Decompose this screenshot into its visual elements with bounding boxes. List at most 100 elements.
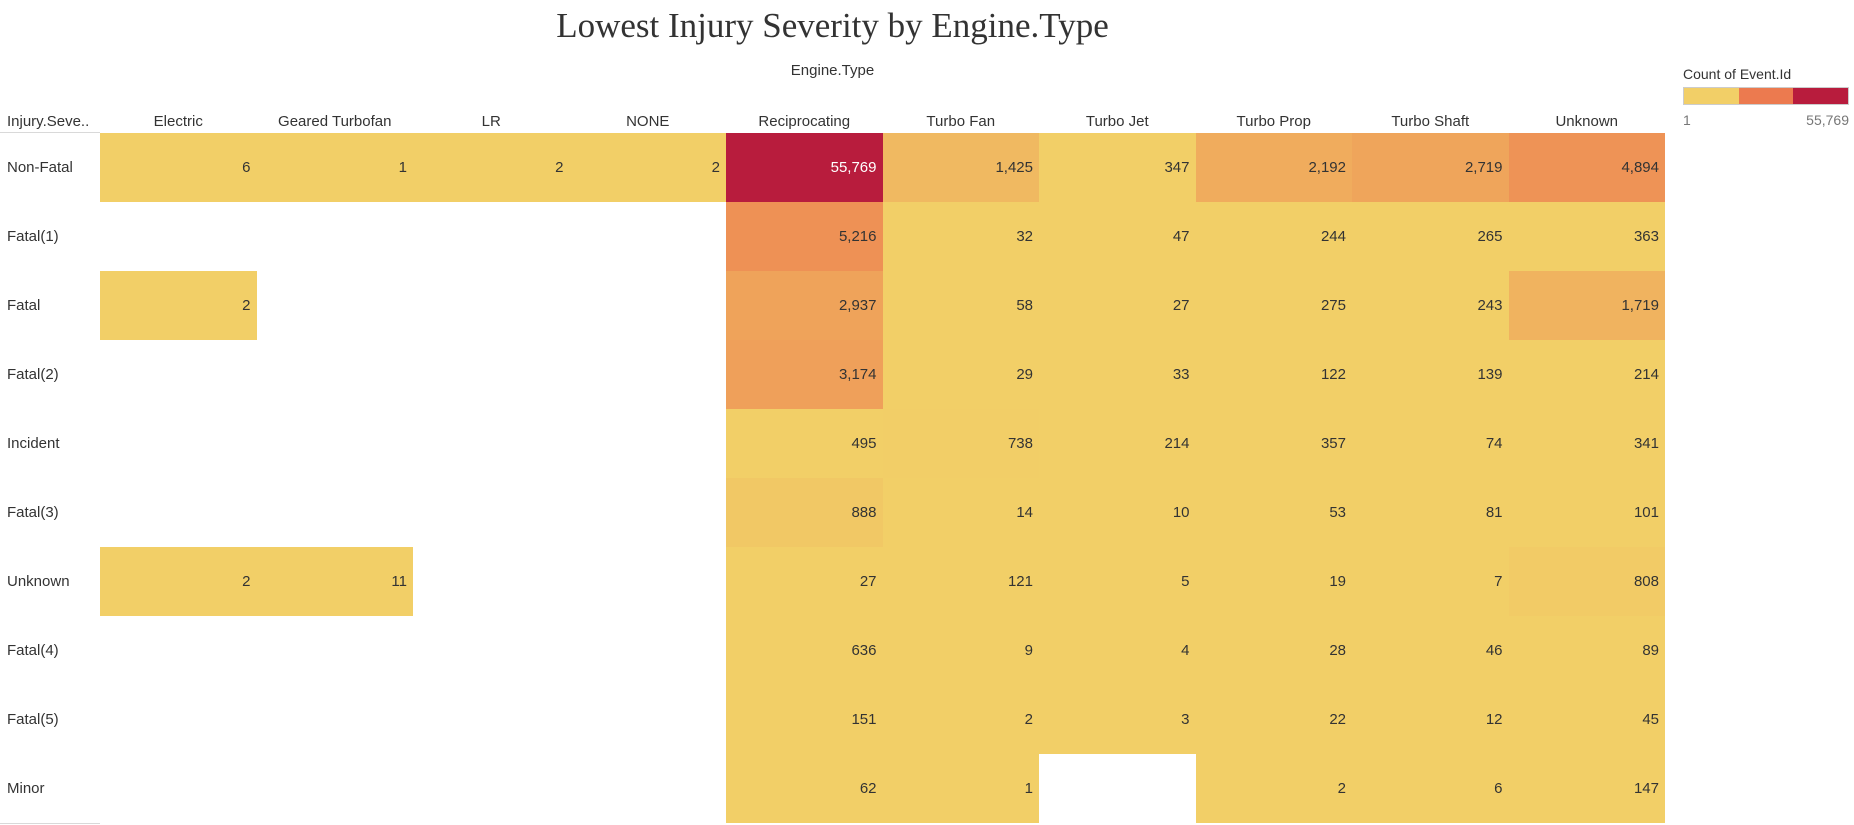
- heatmap-cell[interactable]: 122: [1195, 340, 1352, 409]
- legend-swatch-mid: [1738, 88, 1794, 104]
- heatmap-grid: Electric Geared Turbofan LR NONE Reciprocati…: [7, 113, 1665, 823]
- heatmap-cell[interactable]: 808: [1508, 547, 1665, 616]
- heatmap-cell[interactable]: 89: [1508, 616, 1665, 685]
- column-label-geared-turbofan[interactable]: Geared Turbofan: [278, 113, 392, 130]
- row-label-fatal-3[interactable]: Fatal(3): [7, 504, 59, 521]
- heatmap-cell[interactable]: 363: [1508, 202, 1665, 271]
- heatmap-cell[interactable]: 11: [256, 547, 413, 616]
- heatmap-cell[interactable]: 7: [1352, 547, 1509, 616]
- heatmap-cell[interactable]: 265: [1352, 202, 1509, 271]
- legend-max-label: 55,769: [1806, 112, 1849, 128]
- heatmap-cell[interactable]: 347: [1039, 133, 1196, 202]
- row-label-fatal-2[interactable]: Fatal(2): [7, 366, 59, 383]
- heatmap-cell[interactable]: 14: [882, 478, 1039, 547]
- legend-title: Count of Event.Id: [1683, 66, 1792, 82]
- chart-title: Lowest Injury Severity by Engine.Type: [556, 6, 1109, 45]
- legend-min-label: 1: [1683, 112, 1691, 128]
- heatmap-cell[interactable]: 1: [256, 133, 413, 202]
- column-header-title: Engine.Type: [790, 62, 875, 79]
- heatmap-cell[interactable]: 45: [1508, 685, 1665, 754]
- heatmap-cell[interactable]: 2,719: [1352, 133, 1509, 202]
- heatmap-cell[interactable]: 28: [1195, 616, 1352, 685]
- heatmap-cell[interactable]: 341: [1508, 409, 1665, 478]
- heatmap-cell[interactable]: 27: [1039, 271, 1196, 340]
- heatmap-cell[interactable]: 1: [882, 754, 1039, 823]
- heatmap-cell[interactable]: 29: [882, 340, 1039, 409]
- heatmap-cell[interactable]: 6: [100, 133, 257, 202]
- heatmap-cell[interactable]: 636: [726, 616, 883, 685]
- heatmap-cell[interactable]: 495: [726, 409, 883, 478]
- heatmap-cell[interactable]: 55,769: [726, 133, 883, 202]
- heatmap-cell[interactable]: 47: [1039, 202, 1196, 271]
- row-label-fatal-4[interactable]: Fatal(4): [7, 642, 59, 659]
- heatmap-cell[interactable]: 4,894: [1508, 133, 1665, 202]
- row-label-unknown[interactable]: Unknown: [7, 573, 70, 590]
- bottom-divider: [0, 823, 100, 824]
- heatmap-cell[interactable]: 2: [413, 133, 570, 202]
- heatmap-cell[interactable]: 3: [1039, 685, 1196, 754]
- heatmap-cell[interactable]: 888: [726, 478, 883, 547]
- column-label-none[interactable]: NONE: [626, 113, 670, 130]
- heatmap-cell[interactable]: 22: [1195, 685, 1352, 754]
- heatmap-cell[interactable]: 121: [882, 547, 1039, 616]
- color-legend[interactable]: Count of Event.Id 1 55,769: [1683, 66, 1849, 128]
- column-label-turbo-prop[interactable]: Turbo Prop: [1236, 113, 1311, 130]
- heatmap-cell[interactable]: 5: [1039, 547, 1196, 616]
- row-label-incident[interactable]: Incident: [7, 435, 60, 452]
- heatmap-cell[interactable]: 151: [726, 685, 883, 754]
- heatmap-cell[interactable]: 5,216: [726, 202, 883, 271]
- heatmap-cell[interactable]: 27: [726, 547, 883, 616]
- heatmap-cell[interactable]: 74: [1352, 409, 1509, 478]
- heatmap-cell[interactable]: 2,192: [1195, 133, 1352, 202]
- legend-color-ramp: [1683, 87, 1849, 105]
- heatmap-cell[interactable]: 243: [1352, 271, 1509, 340]
- heatmap-cell[interactable]: 214: [1039, 409, 1196, 478]
- legend-swatch-low: [1684, 88, 1739, 104]
- row-label-non-fatal[interactable]: Non-Fatal: [7, 159, 73, 176]
- row-label-minor[interactable]: Minor: [7, 780, 45, 797]
- heatmap-cell[interactable]: 357: [1195, 409, 1352, 478]
- heatmap-cell[interactable]: 2: [100, 547, 257, 616]
- heatmap-cell[interactable]: 147: [1508, 754, 1665, 823]
- heatmap-cell[interactable]: 1,719: [1508, 271, 1665, 340]
- heatmap-cell[interactable]: 9: [882, 616, 1039, 685]
- legend-swatch-high: [1793, 88, 1849, 104]
- row-label-fatal-1[interactable]: Fatal(1): [7, 228, 59, 245]
- column-label-lr[interactable]: LR: [481, 113, 501, 130]
- heatmap-cell[interactable]: 3,174: [726, 340, 883, 409]
- heatmap-cell[interactable]: 19: [1195, 547, 1352, 616]
- heatmap-cell[interactable]: 4: [1039, 616, 1196, 685]
- heatmap-cell[interactable]: 2: [100, 271, 257, 340]
- heatmap-cell[interactable]: 244: [1195, 202, 1352, 271]
- heatmap-cell[interactable]: 101: [1508, 478, 1665, 547]
- row-label-fatal-5[interactable]: Fatal(5): [7, 711, 59, 728]
- heatmap-cell[interactable]: 2,937: [726, 271, 883, 340]
- column-label-turbo-shaft[interactable]: Turbo Shaft: [1391, 113, 1470, 130]
- heatmap-cell[interactable]: 139: [1352, 340, 1509, 409]
- heatmap-cell[interactable]: 58: [882, 271, 1039, 340]
- heatmap-cell[interactable]: 46: [1352, 616, 1509, 685]
- heatmap-cell[interactable]: 81: [1352, 478, 1509, 547]
- heatmap-cell[interactable]: 10: [1039, 478, 1196, 547]
- row-label-fatal[interactable]: Fatal: [7, 297, 41, 314]
- heatmap-cell[interactable]: 62: [726, 754, 883, 823]
- heatmap-cell[interactable]: 12: [1352, 685, 1509, 754]
- heatmap-cell[interactable]: 275: [1195, 271, 1352, 340]
- column-label-turbo-fan[interactable]: Turbo Fan: [926, 113, 996, 130]
- column-label-reciprocating[interactable]: Reciprocating: [758, 113, 851, 130]
- heatmap-cell[interactable]: 738: [882, 409, 1039, 478]
- column-label-electric[interactable]: Electric: [153, 113, 203, 130]
- heatmap-cell[interactable]: 6: [1352, 754, 1509, 823]
- heatmap-cell[interactable]: 53: [1195, 478, 1352, 547]
- row-header-title[interactable]: Injury.Seve..: [7, 113, 90, 130]
- heatmap-cell[interactable]: 1,425: [882, 133, 1039, 202]
- column-label-turbo-jet[interactable]: Turbo Jet: [1085, 113, 1149, 130]
- heatmap-cell[interactable]: 214: [1508, 340, 1665, 409]
- heatmap-cell[interactable]: 32: [882, 202, 1039, 271]
- heatmap-cell[interactable]: 2: [1195, 754, 1352, 823]
- column-label-unknown[interactable]: Unknown: [1555, 113, 1619, 130]
- heatmap-cell[interactable]: 33: [1039, 340, 1196, 409]
- heatmap-cell[interactable]: 2: [569, 133, 726, 202]
- header-divider: [0, 132, 100, 133]
- heatmap-cell[interactable]: 2: [882, 685, 1039, 754]
